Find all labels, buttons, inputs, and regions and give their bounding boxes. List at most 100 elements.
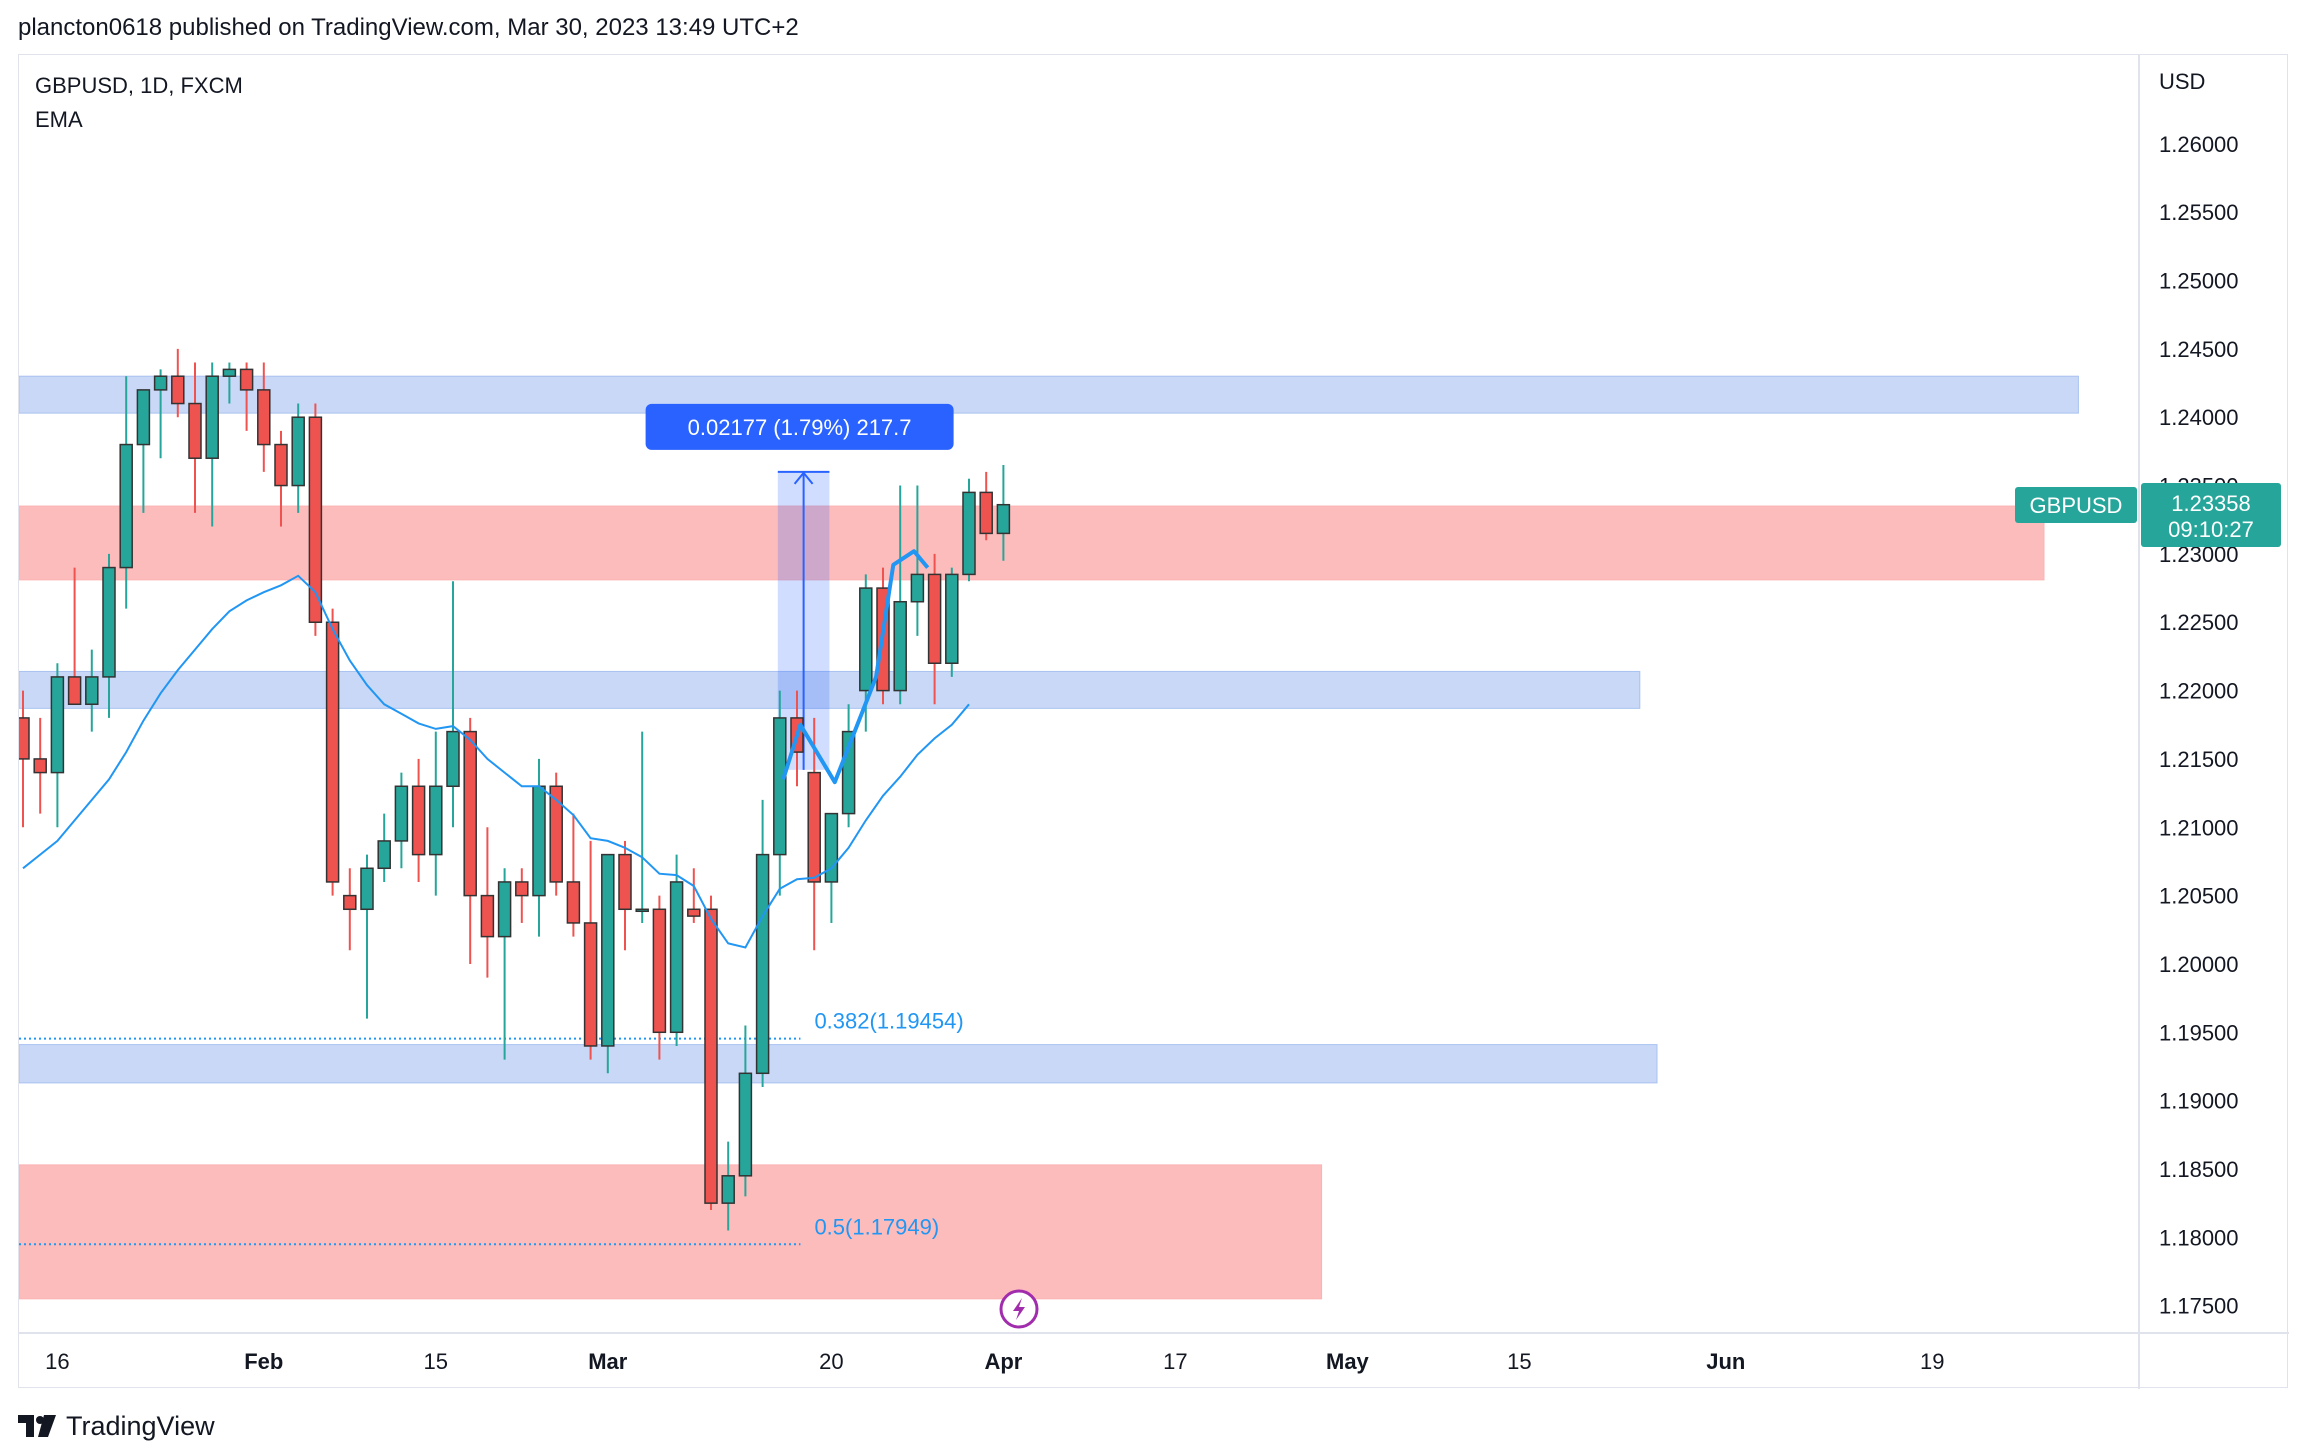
price-tick-label: 1.24500 (2159, 337, 2239, 362)
candle-body[interactable] (257, 389, 271, 446)
measure-layer: 0.02177 (1.79%) 217.7 (645, 403, 954, 770)
candle-body[interactable] (515, 881, 529, 897)
candle-body[interactable] (721, 1175, 735, 1204)
candle-body[interactable] (325, 621, 340, 883)
zone-rect[interactable] (19, 375, 2079, 414)
time-tick-label: Apr (984, 1349, 1022, 1374)
candle-body[interactable] (153, 375, 168, 391)
symbol-tag-label: GBPUSD (2030, 493, 2123, 518)
time-tick-label: 15 (1507, 1349, 1531, 1374)
candle-body[interactable] (807, 771, 821, 883)
candle-body[interactable] (205, 375, 219, 459)
zone-rect[interactable] (19, 505, 2045, 581)
price-tick-label: 1.18000 (2159, 1225, 2239, 1250)
price-tick-label: 1.25500 (2159, 200, 2239, 225)
candle-body[interactable] (19, 717, 30, 760)
countdown-label: 09:10:27 (2168, 517, 2254, 542)
candle-body[interactable] (394, 785, 409, 842)
candle-body[interactable] (136, 389, 151, 446)
time-tick-label: 19 (1920, 1349, 1944, 1374)
candle-body[interactable] (429, 785, 443, 856)
price-tick-label: 1.18500 (2159, 1157, 2239, 1182)
symbol-tag[interactable] (2015, 486, 2137, 523)
candle-body[interactable] (979, 491, 993, 535)
zone-rect[interactable] (19, 670, 1641, 709)
candle-body[interactable] (738, 1072, 753, 1177)
candle-body[interactable] (652, 908, 667, 1034)
candle-body[interactable] (274, 443, 288, 487)
tradingview-logo[interactable]: TradingView (18, 1408, 215, 1444)
time-tick-label: Jun (1706, 1349, 1745, 1374)
candle-body[interactable] (532, 785, 546, 897)
candlestick-chart[interactable]: 0.382(1.19454) 0.5(1.17949) 0.02177 (1.79… (19, 55, 2289, 1389)
price-tick-label: 1.24000 (2159, 405, 2239, 430)
candle-body[interactable] (687, 908, 701, 917)
candle-body[interactable] (463, 730, 477, 897)
price-tick-label: 1.22000 (2159, 679, 2239, 704)
candle-body[interactable] (50, 676, 65, 774)
ema-layer (22, 574, 970, 949)
fib-label: 0.382(1.19454) (814, 1009, 963, 1034)
candle-body[interactable] (583, 922, 598, 1047)
candle-body[interactable] (910, 573, 925, 603)
candle-body[interactable] (635, 908, 649, 913)
indicator-label[interactable]: EMA (35, 107, 83, 132)
price-tick-label: 1.21000 (2159, 815, 2239, 840)
time-tick-label: May (1326, 1349, 1370, 1374)
zone-rect[interactable] (19, 1164, 1323, 1300)
candle-body[interactable] (171, 375, 185, 405)
candle-body[interactable] (343, 894, 357, 911)
candle-body[interactable] (85, 676, 99, 706)
candle-body[interactable] (704, 908, 718, 1204)
candle-body[interactable] (859, 587, 873, 692)
candle-body[interactable] (669, 881, 684, 1034)
candle-body[interactable] (497, 881, 512, 938)
time-tick-label: 15 (424, 1349, 448, 1374)
candle-body[interactable] (33, 758, 47, 774)
ema-line[interactable] (22, 574, 970, 949)
measure-arrowhead (793, 471, 814, 485)
price-tick-label: 1.25000 (2159, 269, 2239, 294)
candle-body[interactable] (755, 853, 770, 1075)
candle-body[interactable] (927, 573, 942, 664)
candle-body[interactable] (67, 676, 82, 706)
wicks-layer (22, 348, 1005, 1231)
candle-body[interactable] (566, 881, 581, 924)
candle-body[interactable] (773, 717, 787, 856)
measure-label: 0.02177 (1.79%) 217.7 (688, 415, 912, 440)
candle-body[interactable] (480, 894, 495, 938)
price-tick-label: 1.20500 (2159, 884, 2239, 909)
zone-rect[interactable] (19, 1044, 1658, 1084)
publish-info: plancton0618 published on TradingView.co… (18, 14, 799, 41)
candle-body[interactable] (119, 443, 133, 569)
measure-label-box[interactable] (645, 403, 954, 450)
candle-body[interactable] (411, 785, 426, 856)
candle-body[interactable] (945, 573, 959, 664)
candle-body[interactable] (102, 566, 116, 678)
time-tick-label: 20 (819, 1349, 843, 1374)
candle-body[interactable] (188, 402, 202, 459)
candle-body[interactable] (308, 416, 323, 623)
fib-layer: 0.382(1.19454) 0.5(1.17949) (19, 1009, 964, 1246)
candle-body[interactable] (239, 368, 254, 391)
candle-body[interactable] (377, 840, 391, 870)
time-tick-label: Feb (244, 1349, 283, 1374)
candle-body[interactable] (893, 600, 907, 692)
chart-area[interactable]: 0.382(1.19454) 0.5(1.17949) 0.02177 (1.79… (18, 54, 2289, 1389)
candle-body[interactable] (222, 368, 237, 377)
candle-body[interactable] (601, 853, 615, 1047)
candle-body[interactable] (446, 730, 460, 788)
projection-path[interactable] (781, 549, 930, 785)
zones-layer (19, 375, 2079, 1300)
candle-body[interactable] (962, 491, 976, 576)
last-price-tag[interactable] (2141, 482, 2281, 547)
candle-body[interactable] (291, 416, 305, 487)
candle-body[interactable] (549, 785, 563, 883)
candle-body[interactable] (360, 867, 374, 911)
candle-body[interactable] (996, 503, 1011, 535)
lightning-icon[interactable] (999, 1289, 1039, 1329)
price-tick-label: 1.26000 (2159, 132, 2239, 157)
axis-layer: 1.260001.255001.250001.245001.240001.235… (19, 55, 2289, 1389)
candle-body[interactable] (618, 853, 632, 911)
